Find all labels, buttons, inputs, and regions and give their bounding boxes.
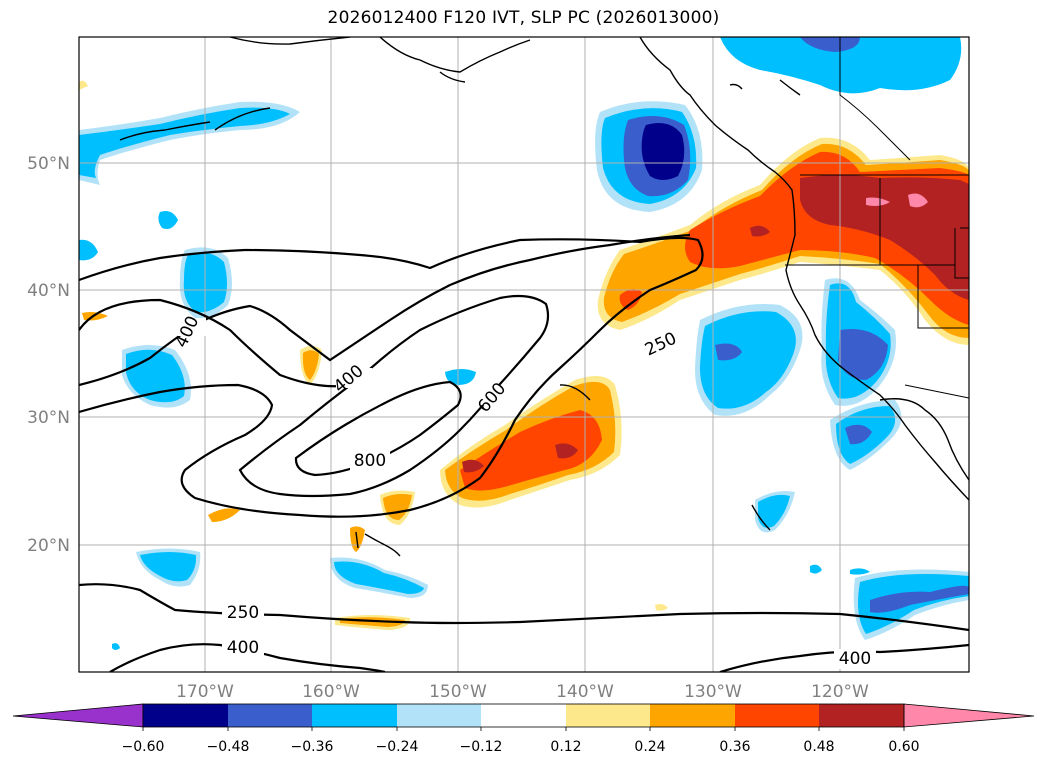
colorbar-segment — [566, 704, 650, 727]
lon-label-130w: 130°W — [684, 682, 742, 702]
lon-label-160w: 160°W — [302, 682, 360, 702]
graticule — [79, 37, 969, 672]
colorbar-tick-label: 0.60 — [888, 739, 919, 755]
colorbar-tick-label: −0.12 — [460, 739, 503, 755]
latitude-labels: 50°N 40°N 30°N 20°N — [27, 154, 70, 556]
colorbar-segment — [143, 704, 228, 727]
colorbar-tick-label: 0.36 — [719, 739, 750, 755]
lon-label-150w: 150°W — [429, 682, 487, 702]
colorbar-tick-label: −0.36 — [291, 739, 334, 755]
map-plot-area: 400 400 600 800 250 250 400 400 — [79, 37, 969, 672]
colorbar-tick-label: −0.24 — [376, 739, 419, 755]
lat-label-20n: 20°N — [27, 536, 70, 556]
ivt-positive-anomalies — [79, 80, 969, 630]
map-title: 2026012400 F120 IVT, SLP PC (2026013000) — [327, 8, 720, 28]
colorbar-segment — [397, 704, 481, 727]
political-borders — [785, 37, 969, 399]
colorbar-tick-label: 0.24 — [634, 739, 665, 755]
colorbar-tick-label: −0.60 — [122, 739, 165, 755]
colorbar-segment — [312, 704, 397, 727]
coastlines — [119, 37, 969, 557]
slp-label-800: 800 — [354, 451, 386, 471]
lon-label-170w: 170°W — [176, 682, 234, 702]
lon-label-140w: 140°W — [556, 682, 614, 702]
colorbar-tick-label: −0.48 — [207, 739, 250, 755]
colorbar-segment — [819, 704, 904, 727]
colorbar-segment — [481, 704, 566, 727]
ivt-negative-anomalies — [79, 37, 969, 650]
colorbar-segment — [228, 704, 312, 727]
colorbar-segment — [735, 704, 819, 727]
colorbar-arrow-right — [903, 703, 1035, 728]
colorbar-ticks — [142, 727, 905, 731]
slp-label-400-southwest: 400 — [227, 638, 259, 658]
lon-label-120w: 120°W — [811, 682, 869, 702]
slp-label-400-southeast: 400 — [839, 649, 871, 669]
colorbar-tick-label: 0.48 — [803, 739, 834, 755]
longitude-labels: 170°W 160°W 150°W 140°W 130°W 120°W — [176, 682, 869, 702]
lat-label-30n: 30°N — [27, 408, 70, 428]
lat-label-40n: 40°N — [27, 281, 70, 301]
map-frame — [78, 36, 970, 673]
slp-label-250-south: 250 — [227, 603, 259, 623]
colorbar-tick-label: 0.12 — [550, 739, 581, 755]
colorbar-segment — [650, 704, 735, 727]
colorbar-arrow-left — [12, 703, 144, 728]
lat-label-50n: 50°N — [27, 154, 70, 174]
colorbar: −0.60 −0.48 −0.36 −0.24 −0.12 0.12 0.24 … — [12, 703, 1035, 755]
